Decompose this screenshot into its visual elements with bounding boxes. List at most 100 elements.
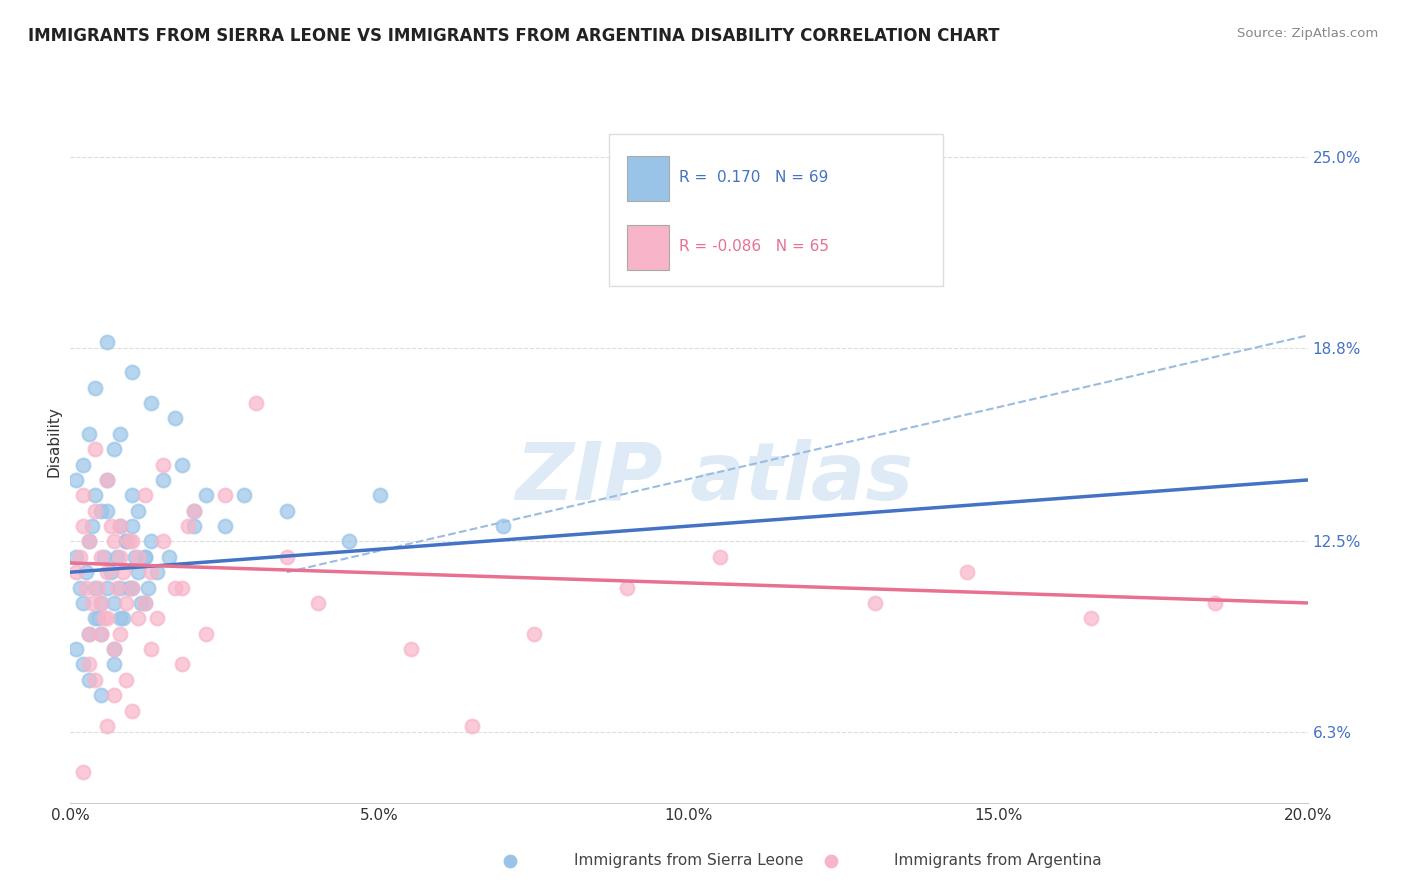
Point <box>146 565 169 579</box>
Point <box>69 581 91 595</box>
Point <box>111 565 134 579</box>
Point <box>108 611 131 625</box>
Point <box>121 365 143 379</box>
Text: R = -0.086   N = 65: R = -0.086 N = 65 <box>679 239 830 254</box>
Point <box>72 596 94 610</box>
Point <box>139 534 162 549</box>
Point <box>65 473 87 487</box>
Point <box>121 519 143 533</box>
Point <box>103 442 125 457</box>
Point <box>121 488 143 502</box>
Point <box>96 565 118 579</box>
Point <box>87 581 110 595</box>
Point <box>115 534 138 549</box>
Point <box>108 519 131 533</box>
Point <box>103 688 125 702</box>
Point <box>93 549 115 564</box>
Point <box>214 488 236 502</box>
Point <box>72 657 94 672</box>
Point <box>96 504 118 518</box>
Point <box>105 581 128 595</box>
Point <box>183 504 205 518</box>
Point <box>170 657 193 672</box>
Point <box>1204 596 1226 610</box>
Point <box>157 549 180 564</box>
Point <box>80 519 103 533</box>
Point <box>90 626 112 640</box>
Point <box>69 549 91 564</box>
Point <box>84 442 107 457</box>
Point <box>108 549 131 564</box>
Point <box>65 642 87 657</box>
Point <box>134 488 156 502</box>
Point <box>183 504 205 518</box>
Text: Immigrants from Argentina: Immigrants from Argentina <box>894 853 1102 868</box>
Point <box>87 611 110 625</box>
Point <box>77 657 100 672</box>
Point <box>77 534 100 549</box>
Point <box>75 565 97 579</box>
Point <box>127 565 149 579</box>
Point <box>80 596 103 610</box>
Point <box>96 719 118 733</box>
Point <box>96 334 118 349</box>
Point <box>127 611 149 625</box>
Point <box>139 642 162 657</box>
Point <box>115 673 138 687</box>
Point <box>84 673 107 687</box>
Point <box>492 519 515 533</box>
Point <box>72 519 94 533</box>
Point <box>134 549 156 564</box>
Point <box>77 626 100 640</box>
Point <box>90 549 112 564</box>
Point <box>195 626 218 640</box>
FancyBboxPatch shape <box>609 135 942 286</box>
Point <box>84 581 107 595</box>
Point <box>146 611 169 625</box>
Point <box>90 596 112 610</box>
Point <box>152 473 174 487</box>
Point <box>77 673 100 687</box>
Point <box>165 411 187 425</box>
Point <box>108 426 131 441</box>
Point <box>84 504 107 518</box>
Point <box>111 611 134 625</box>
Point <box>103 534 125 549</box>
Point <box>245 396 267 410</box>
Point <box>165 581 187 595</box>
Point <box>72 488 94 502</box>
Point <box>75 581 97 595</box>
Point <box>105 549 128 564</box>
Point <box>100 519 122 533</box>
Text: Source: ZipAtlas.com: Source: ZipAtlas.com <box>1237 27 1378 40</box>
Point <box>170 581 193 595</box>
Point <box>523 626 546 640</box>
Text: ZIP atlas: ZIP atlas <box>515 439 912 516</box>
Point <box>616 581 638 595</box>
Point <box>121 534 143 549</box>
Point <box>134 549 156 564</box>
Point <box>118 581 141 595</box>
Point <box>108 626 131 640</box>
Y-axis label: Disability: Disability <box>46 406 62 477</box>
Point <box>118 534 141 549</box>
Point <box>232 488 254 502</box>
Point <box>131 596 153 610</box>
Point <box>96 581 118 595</box>
Point <box>124 549 146 564</box>
Point <box>77 626 100 640</box>
Point <box>93 611 115 625</box>
Point <box>139 396 162 410</box>
Point <box>96 611 118 625</box>
Point <box>84 488 107 502</box>
Point <box>368 488 391 502</box>
Point <box>214 519 236 533</box>
Point <box>1080 611 1102 625</box>
Text: Immigrants from Sierra Leone: Immigrants from Sierra Leone <box>574 853 804 868</box>
Point <box>956 565 979 579</box>
Point <box>276 549 298 564</box>
Point <box>195 488 218 502</box>
Point <box>103 642 125 657</box>
Point <box>90 504 112 518</box>
Point <box>96 473 118 487</box>
